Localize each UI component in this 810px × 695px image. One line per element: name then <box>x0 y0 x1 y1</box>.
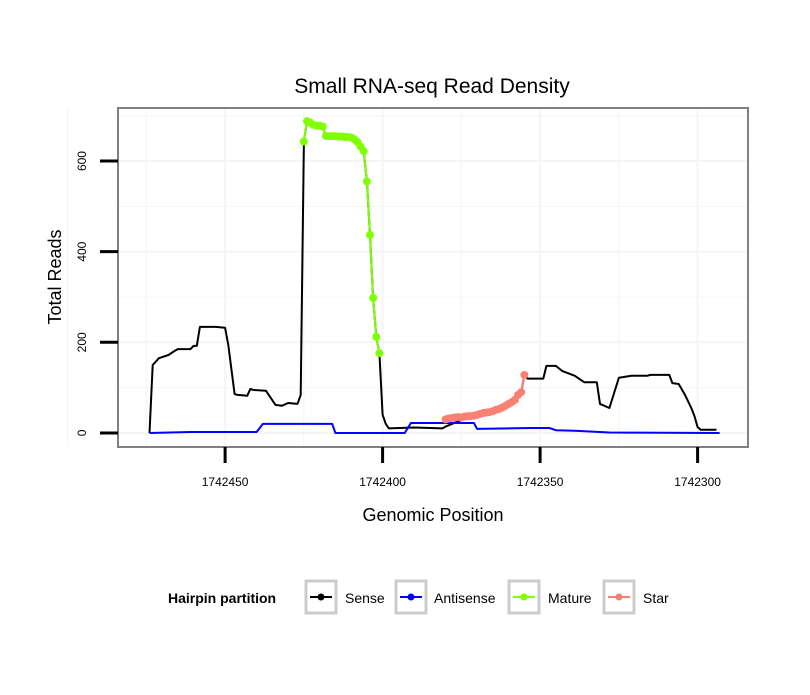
legend-item-antisense: Antisense <box>394 579 496 615</box>
legend-label: Mature <box>548 590 592 606</box>
plot-border <box>117 107 749 448</box>
y-tick-label: 400 <box>75 241 89 261</box>
x-axis-label: Genomic Position <box>362 505 503 525</box>
legend-title: Hairpin partition <box>168 590 276 606</box>
legend-key-point <box>317 593 325 601</box>
legend-label: Sense <box>345 590 385 606</box>
legend-key-point <box>520 593 528 601</box>
y-axis: 0 200 400 600 <box>75 151 118 436</box>
y-tick-label: 600 <box>75 151 89 171</box>
chart-title: Small RNA-seq Read Density <box>294 75 570 98</box>
legend: Hairpin partition Sense Antisense Mature St… <box>168 579 669 615</box>
data-point-star <box>517 388 526 397</box>
legend-item-star: Star <box>602 579 669 615</box>
y-axis-label: Total Reads <box>45 229 65 324</box>
legend-label: Antisense <box>434 590 496 606</box>
legend-label: Star <box>643 590 669 606</box>
series-points <box>299 117 529 424</box>
y-tick-label: 200 <box>75 332 89 352</box>
data-point-mature <box>372 332 381 341</box>
legend-item-mature: Mature <box>507 579 592 615</box>
data-point-mature <box>299 137 308 146</box>
x-tick-label: 1742400 <box>359 475 406 489</box>
data-point-star <box>520 370 529 379</box>
data-point-mature <box>375 349 384 358</box>
x-tick-label: 1742300 <box>674 475 721 489</box>
legend-item-sense: Sense <box>304 579 385 615</box>
legend-key-point <box>615 593 623 601</box>
data-point-mature <box>369 293 378 302</box>
data-point-mature <box>359 147 368 156</box>
x-tick-label: 1742350 <box>517 475 564 489</box>
data-point-mature <box>318 122 327 131</box>
x-tick-label: 1742450 <box>202 475 249 489</box>
y-tick-label: 0 <box>75 429 89 436</box>
legend-key-point <box>407 593 415 601</box>
plot-panel <box>118 108 748 447</box>
data-point-mature <box>362 177 371 186</box>
series-line-antisense <box>149 422 720 434</box>
x-axis: 1742450 1742400 1742350 1742300 <box>202 447 721 489</box>
data-point-mature <box>366 230 374 239</box>
